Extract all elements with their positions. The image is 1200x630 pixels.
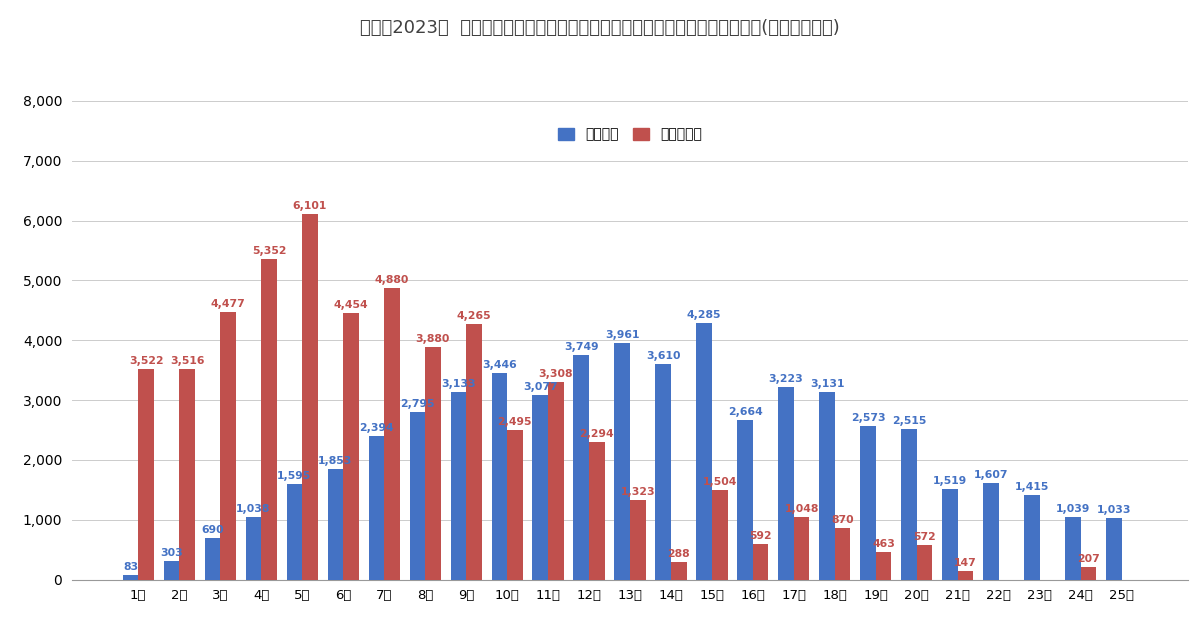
Bar: [1024, 495, 1039, 580]
Bar: [163, 561, 179, 580]
Bar: [901, 429, 917, 580]
Bar: [492, 374, 508, 580]
Bar: [752, 544, 768, 580]
Bar: [246, 517, 262, 580]
Text: 592: 592: [749, 531, 772, 541]
Bar: [820, 392, 835, 580]
Text: 4,265: 4,265: [456, 311, 491, 321]
Text: 3,308: 3,308: [539, 369, 574, 379]
Text: 1,504: 1,504: [702, 476, 737, 486]
Bar: [533, 396, 548, 580]
Bar: [1106, 518, 1122, 580]
Bar: [983, 483, 998, 580]
Text: 3,961: 3,961: [605, 329, 640, 340]
Bar: [205, 538, 221, 580]
Text: 1,033: 1,033: [1097, 505, 1132, 515]
Bar: [630, 500, 646, 580]
Bar: [368, 437, 384, 580]
Text: 1,039: 1,039: [1056, 505, 1090, 515]
Bar: [712, 490, 727, 580]
Bar: [614, 343, 630, 580]
Text: 1,415: 1,415: [1015, 482, 1049, 492]
Text: 303: 303: [160, 549, 182, 558]
Text: 2,664: 2,664: [727, 407, 762, 417]
Text: 2,394: 2,394: [359, 423, 394, 433]
Text: 1,607: 1,607: [973, 471, 1008, 481]
Bar: [1066, 517, 1081, 580]
Bar: [262, 260, 277, 580]
Text: 2,795: 2,795: [400, 399, 434, 410]
Bar: [179, 369, 194, 580]
Text: 5,352: 5,352: [252, 246, 287, 256]
Bar: [508, 430, 523, 580]
Bar: [574, 355, 589, 580]
Bar: [425, 347, 440, 580]
Bar: [589, 442, 605, 580]
Bar: [122, 575, 138, 580]
Text: 2,573: 2,573: [851, 413, 886, 423]
Bar: [1081, 567, 1097, 580]
Text: 288: 288: [667, 549, 690, 559]
Text: 1,323: 1,323: [620, 488, 655, 498]
Bar: [655, 364, 671, 580]
Bar: [671, 563, 686, 580]
Text: 1,595: 1,595: [277, 471, 312, 481]
Bar: [779, 387, 794, 580]
Text: 3,749: 3,749: [564, 342, 599, 352]
Text: 2,294: 2,294: [580, 429, 614, 439]
Text: 3,610: 3,610: [646, 350, 680, 360]
Text: 463: 463: [872, 539, 895, 549]
Text: 4,477: 4,477: [211, 299, 246, 309]
Text: 1,048: 1,048: [785, 504, 818, 514]
Text: 1,519: 1,519: [932, 476, 967, 486]
Bar: [221, 312, 236, 580]
Text: 2,515: 2,515: [892, 416, 926, 426]
Bar: [287, 484, 302, 580]
Bar: [835, 527, 851, 580]
Bar: [942, 489, 958, 580]
Bar: [466, 324, 481, 580]
Text: 3,133: 3,133: [442, 379, 475, 389]
Text: 3,880: 3,880: [415, 335, 450, 345]
Bar: [384, 287, 400, 580]
Bar: [548, 382, 564, 580]
Text: 83: 83: [122, 561, 138, 571]
Bar: [917, 546, 932, 580]
Text: 4,285: 4,285: [686, 310, 721, 320]
Text: 3,446: 3,446: [482, 360, 517, 370]
Text: 1,038: 1,038: [236, 505, 271, 515]
Text: 3,077: 3,077: [523, 382, 558, 392]
Bar: [302, 214, 318, 580]
Text: 1,853: 1,853: [318, 455, 353, 466]
Bar: [409, 412, 425, 580]
Text: 2,495: 2,495: [498, 417, 532, 427]
Text: 3,131: 3,131: [810, 379, 845, 389]
Text: 690: 690: [202, 525, 223, 536]
Bar: [343, 313, 359, 580]
Bar: [328, 469, 343, 580]
Text: 207: 207: [1078, 554, 1100, 564]
Text: 3,516: 3,516: [170, 356, 204, 366]
Bar: [696, 323, 712, 580]
Text: 首都圏2023年  新築一戸建て住宅と新築マンションの徒歩時間別分譲戸数分布(バス便を除く): 首都圏2023年 新築一戸建て住宅と新築マンションの徒歩時間別分譲戸数分布(バス…: [360, 19, 840, 37]
Text: 4,454: 4,454: [334, 300, 368, 310]
Text: 6,101: 6,101: [293, 202, 328, 212]
Bar: [138, 369, 154, 580]
Bar: [876, 552, 892, 580]
Bar: [450, 392, 466, 580]
Text: 4,880: 4,880: [374, 275, 409, 285]
Text: 147: 147: [954, 558, 977, 568]
Text: 572: 572: [913, 532, 936, 542]
Bar: [860, 426, 876, 580]
Bar: [794, 517, 810, 580]
Bar: [958, 571, 973, 580]
Text: 3,522: 3,522: [128, 356, 163, 366]
Text: 870: 870: [832, 515, 854, 525]
Text: 3,223: 3,223: [769, 374, 804, 384]
Legend: 一戸建て, マンション: 一戸建て, マンション: [552, 122, 708, 147]
Bar: [737, 420, 752, 580]
